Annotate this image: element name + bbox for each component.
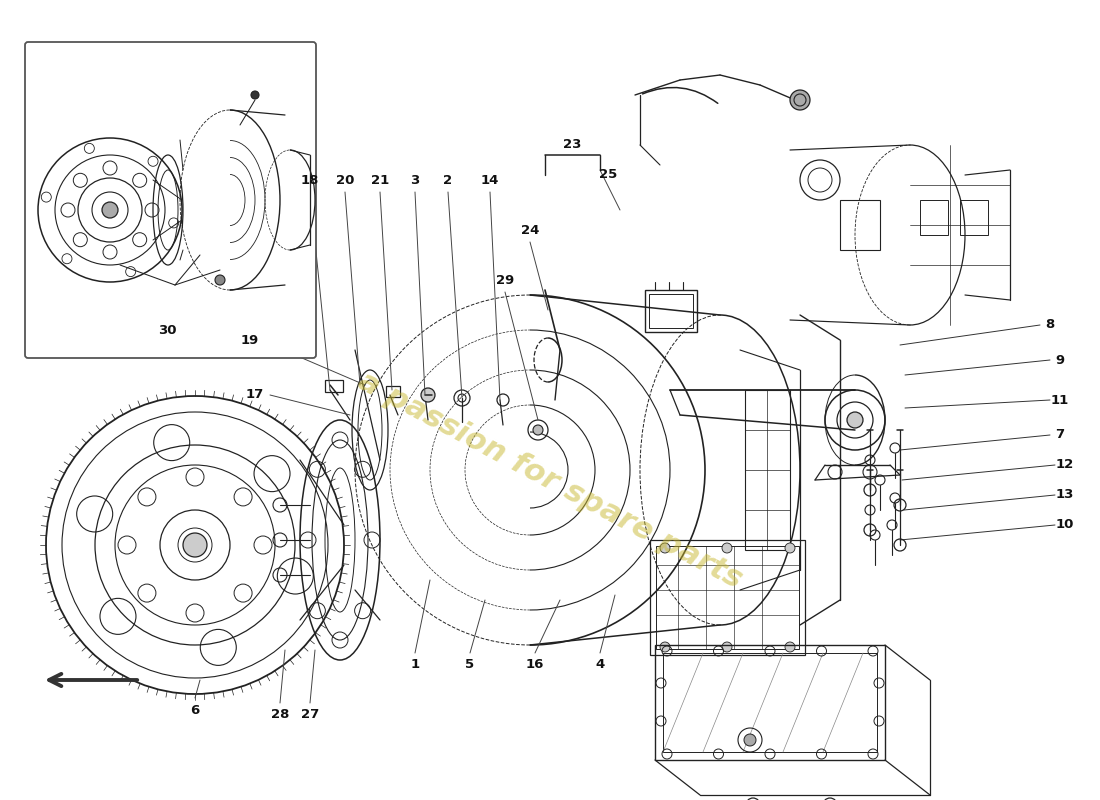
Text: 5: 5 xyxy=(465,658,474,671)
Text: 11: 11 xyxy=(1050,394,1069,406)
Circle shape xyxy=(744,734,756,746)
Text: 19: 19 xyxy=(241,334,260,346)
Circle shape xyxy=(790,90,810,110)
Text: 21: 21 xyxy=(371,174,389,186)
Text: 14: 14 xyxy=(481,174,499,186)
Text: 13: 13 xyxy=(1056,489,1075,502)
Text: 29: 29 xyxy=(496,274,514,286)
Text: 1: 1 xyxy=(410,658,419,671)
Bar xyxy=(386,386,400,397)
Bar xyxy=(645,290,697,332)
Text: 30: 30 xyxy=(157,323,176,337)
Text: 7: 7 xyxy=(1055,429,1065,442)
FancyBboxPatch shape xyxy=(25,42,316,358)
Circle shape xyxy=(785,642,795,652)
Bar xyxy=(654,645,886,760)
Circle shape xyxy=(722,543,732,553)
Text: 23: 23 xyxy=(563,138,581,151)
Circle shape xyxy=(847,412,864,428)
Bar xyxy=(960,200,988,235)
Text: 28: 28 xyxy=(271,709,289,722)
Text: 6: 6 xyxy=(190,703,199,717)
Text: 4: 4 xyxy=(595,658,605,671)
Circle shape xyxy=(722,642,732,652)
Text: 12: 12 xyxy=(1056,458,1074,471)
Circle shape xyxy=(785,543,795,553)
Text: 8: 8 xyxy=(1045,318,1055,331)
Text: 20: 20 xyxy=(336,174,354,186)
Text: 25: 25 xyxy=(598,169,617,182)
Circle shape xyxy=(534,425,543,435)
Bar xyxy=(649,294,693,328)
Text: 3: 3 xyxy=(410,174,419,186)
Bar xyxy=(324,380,343,392)
Text: 9: 9 xyxy=(1055,354,1065,366)
Bar xyxy=(650,540,805,655)
Text: 18: 18 xyxy=(300,174,319,186)
Bar xyxy=(840,200,880,250)
Text: 17: 17 xyxy=(246,389,264,402)
Circle shape xyxy=(660,543,670,553)
Text: 2: 2 xyxy=(443,174,452,186)
Bar xyxy=(663,653,877,752)
Text: 27: 27 xyxy=(301,709,319,722)
Bar xyxy=(656,546,799,649)
Circle shape xyxy=(214,275,225,285)
Circle shape xyxy=(421,388,434,402)
Text: 16: 16 xyxy=(526,658,544,671)
Bar xyxy=(745,390,790,550)
Circle shape xyxy=(102,202,118,218)
Text: a passion for spare parts: a passion for spare parts xyxy=(353,366,747,594)
Text: 24: 24 xyxy=(520,223,539,237)
Circle shape xyxy=(183,533,207,557)
Text: 10: 10 xyxy=(1056,518,1075,531)
Bar xyxy=(920,200,948,235)
Circle shape xyxy=(660,642,670,652)
Circle shape xyxy=(251,91,258,99)
